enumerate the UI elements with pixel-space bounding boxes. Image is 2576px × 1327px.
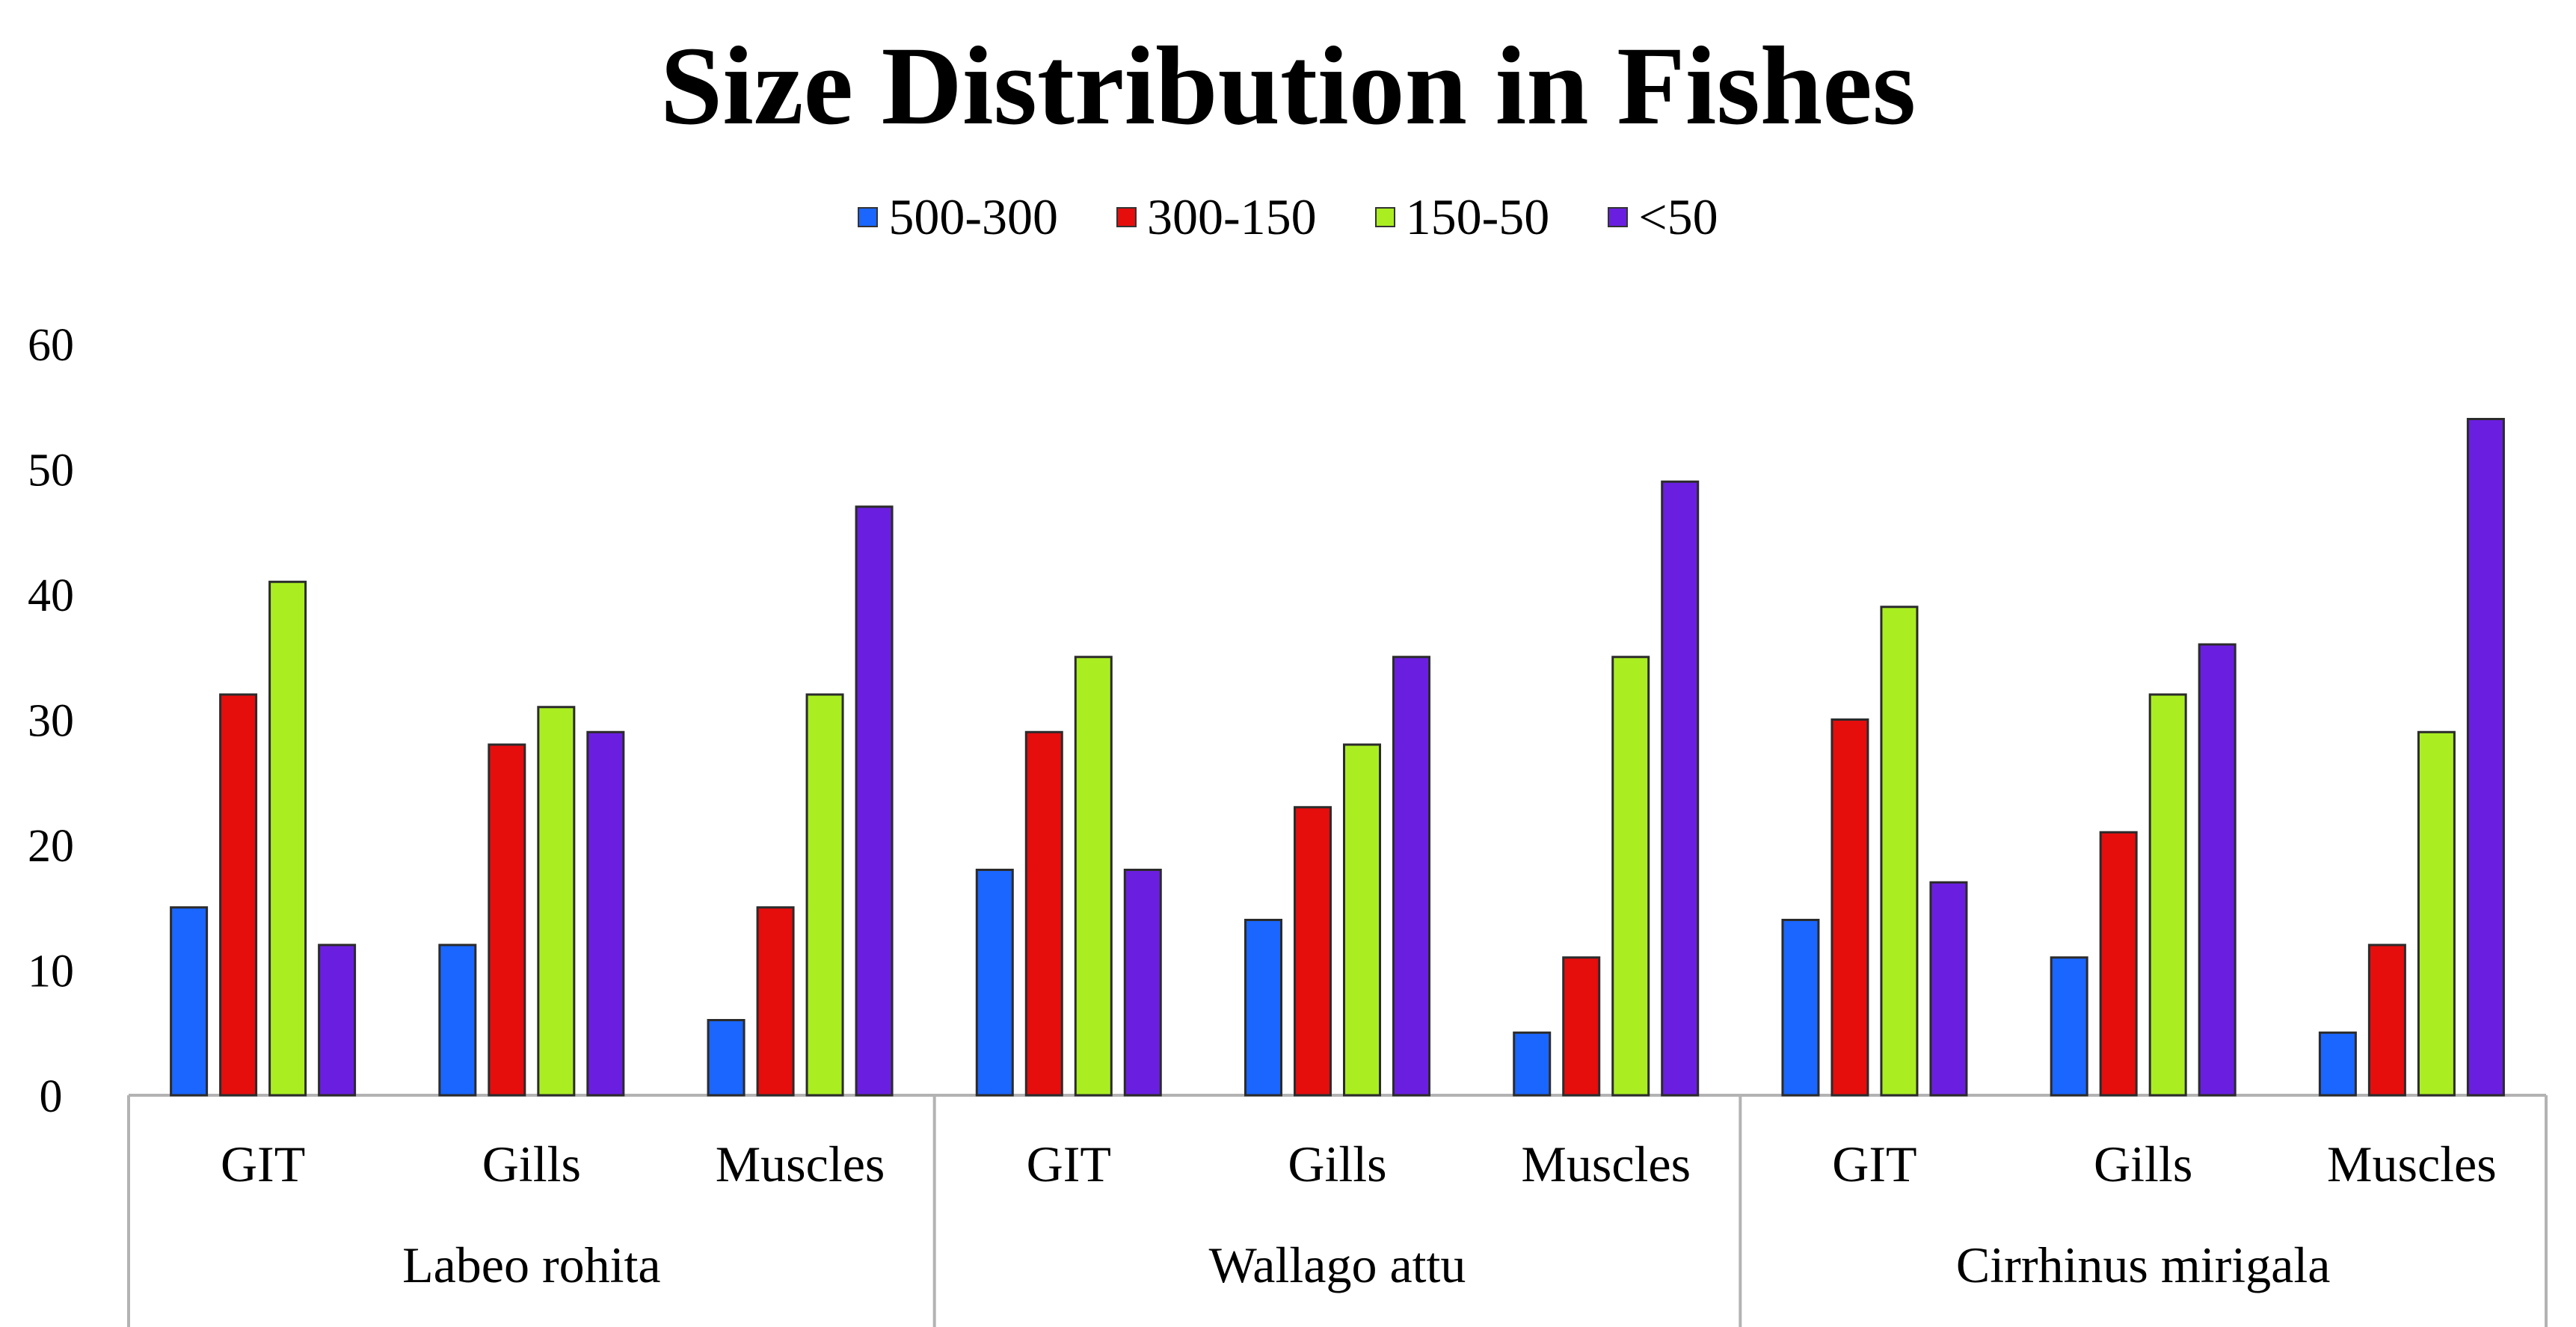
legend-label-150-50: 150-50 bbox=[1405, 188, 1550, 245]
bar-labeo-rohita-git-300-150 bbox=[219, 693, 258, 1097]
bar-cirrhinus-mirigala-muscles-under-50 bbox=[2466, 418, 2505, 1097]
bar-labeo-rohita-git-under-50 bbox=[318, 943, 357, 1097]
legend-label-500-300: 500-300 bbox=[888, 188, 1058, 245]
y-tick-label-30: 30 bbox=[28, 696, 74, 747]
bar-labeo-rohita-gills-under-50 bbox=[586, 730, 625, 1097]
bar-cirrhinus-mirigala-git-300-150 bbox=[1830, 718, 1869, 1097]
bar-wallago-attu-gills-under-50 bbox=[1392, 656, 1430, 1097]
x-tick-label-wallago-attu-gills: Gills bbox=[1288, 1136, 1386, 1192]
x-tick-label-wallago-attu-git: GIT bbox=[1027, 1136, 1111, 1192]
bar-wallago-attu-git-150-50 bbox=[1074, 656, 1113, 1097]
bar-wallago-attu-gills-150-50 bbox=[1343, 743, 1381, 1097]
bar-labeo-rohita-gills-150-50 bbox=[537, 706, 576, 1097]
bar-cirrhinus-mirigala-muscles-500-300 bbox=[2318, 1031, 2357, 1097]
x-tick-label-labeo-rohita-git: GIT bbox=[221, 1136, 305, 1192]
legend-label-300-150: 300-150 bbox=[1146, 188, 1317, 245]
legend-swatch-150-50 bbox=[1374, 206, 1395, 227]
legend-item-500-300: 500-300 bbox=[858, 187, 1058, 247]
bar-labeo-rohita-gills-500-300 bbox=[438, 943, 477, 1097]
y-tick-label-60: 60 bbox=[28, 320, 74, 371]
bar-wallago-attu-muscles-300-150 bbox=[1562, 956, 1601, 1097]
bar-wallago-attu-git-under-50 bbox=[1123, 869, 1162, 1097]
group-label-cirrhinus-mirigala: Cirrhinus mirigala bbox=[1956, 1237, 2330, 1293]
bar-wallago-attu-muscles-150-50 bbox=[1611, 656, 1650, 1097]
x-tick-label-cirrhinus-mirigala-git: GIT bbox=[1832, 1136, 1916, 1192]
bar-labeo-rohita-git-150-50 bbox=[268, 580, 307, 1097]
legend-label-under-50: <50 bbox=[1638, 188, 1718, 245]
chart-title: Size Distribution in Fishes bbox=[660, 24, 1916, 148]
bar-labeo-rohita-muscles-150-50 bbox=[805, 693, 844, 1097]
bar-wallago-attu-muscles-under-50 bbox=[1661, 480, 1700, 1097]
legend: 500-300 300-150 150-50 <50 bbox=[0, 187, 2576, 247]
x-tick-label-labeo-rohita-gills: Gills bbox=[482, 1136, 581, 1192]
bar-labeo-rohita-muscles-300-150 bbox=[756, 906, 795, 1097]
bar-cirrhinus-mirigala-git-150-50 bbox=[1880, 606, 1919, 1097]
legend-swatch-300-150 bbox=[1116, 206, 1137, 227]
x-tick-label-cirrhinus-mirigala-muscles: Muscles bbox=[2327, 1136, 2497, 1192]
legend-item-300-150: 300-150 bbox=[1116, 187, 1317, 247]
bar-cirrhinus-mirigala-muscles-150-50 bbox=[2417, 730, 2456, 1097]
y-tick-label-10: 10 bbox=[28, 946, 74, 997]
bar-labeo-rohita-muscles-under-50 bbox=[855, 505, 894, 1097]
x-tick-label-labeo-rohita-muscles: Muscles bbox=[716, 1136, 885, 1192]
legend-swatch-500-300 bbox=[858, 206, 879, 227]
bar-cirrhinus-mirigala-git-under-50 bbox=[1929, 881, 1968, 1097]
bar-labeo-rohita-git-500-300 bbox=[170, 906, 209, 1097]
bar-wallago-attu-muscles-500-300 bbox=[1513, 1031, 1552, 1097]
bar-wallago-attu-gills-500-300 bbox=[1244, 919, 1282, 1097]
legend-item-under-50: <50 bbox=[1608, 187, 1718, 247]
y-tick-label-40: 40 bbox=[28, 570, 74, 621]
bar-cirrhinus-mirigala-gills-under-50 bbox=[2198, 643, 2237, 1097]
bar-cirrhinus-mirigala-gills-150-50 bbox=[2148, 693, 2187, 1097]
bar-cirrhinus-mirigala-gills-500-300 bbox=[2050, 956, 2088, 1097]
bar-cirrhinus-mirigala-muscles-300-150 bbox=[2367, 943, 2406, 1097]
legend-swatch-under-50 bbox=[1608, 206, 1629, 227]
group-label-wallago-attu: Wallago attu bbox=[1209, 1237, 1466, 1293]
bar-labeo-rohita-muscles-500-300 bbox=[707, 1019, 746, 1097]
bar-wallago-attu-git-300-150 bbox=[1024, 730, 1063, 1097]
group-label-labeo-rohita: Labeo rohita bbox=[402, 1237, 661, 1293]
bar-labeo-rohita-gills-300-150 bbox=[488, 743, 526, 1097]
bar-wallago-attu-git-500-300 bbox=[975, 869, 1014, 1097]
y-tick-label-50: 50 bbox=[28, 446, 74, 496]
bar-wallago-attu-gills-300-150 bbox=[1294, 806, 1332, 1097]
x-tick-label-cirrhinus-mirigala-gills: Gills bbox=[2094, 1136, 2192, 1192]
bar-cirrhinus-mirigala-git-500-300 bbox=[1781, 919, 1820, 1097]
x-tick-label-wallago-attu-muscles: Muscles bbox=[1521, 1136, 1691, 1192]
bar-cirrhinus-mirigala-gills-300-150 bbox=[2099, 831, 2138, 1097]
y-tick-label-0: 0 bbox=[40, 1071, 63, 1122]
legend-item-150-50: 150-50 bbox=[1374, 187, 1550, 247]
y-tick-label-20: 20 bbox=[28, 821, 74, 872]
